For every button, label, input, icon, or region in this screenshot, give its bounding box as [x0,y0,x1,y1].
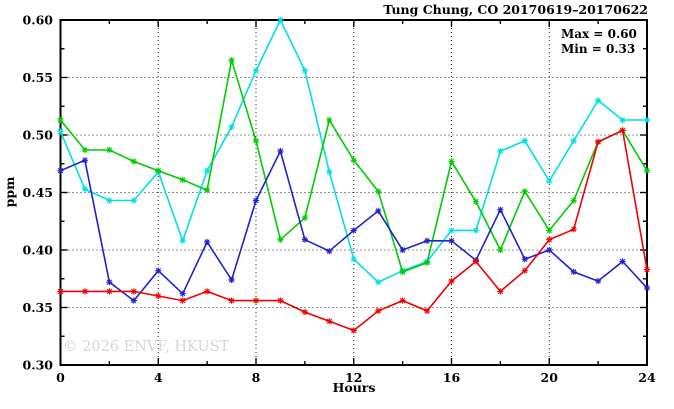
x-axis-label: Hours [333,380,376,395]
series-blue [57,148,651,304]
y-tick-labels: 0.30 0.35 0.40 0.45 0.50 0.55 0.60 [23,13,54,373]
data-series [57,16,651,334]
svg-text:0.30: 0.30 [23,358,54,373]
series-green [57,57,651,275]
svg-text:0.50: 0.50 [23,128,54,143]
series-red [57,127,651,334]
svg-text:0.55: 0.55 [23,70,53,85]
svg-text:0.40: 0.40 [23,243,54,258]
svg-text:16: 16 [443,370,461,385]
svg-text:0.45: 0.45 [23,185,53,200]
svg-text:12: 12 [345,370,362,385]
series-cyan [57,16,651,286]
chart-title: Tung Chung, CO 20170619–20170622 [383,2,648,17]
x-tick-labels: 0 4 8 12 16 20 24 [56,370,656,385]
min-stat: Min = 0.33 [561,42,635,56]
svg-text:0.60: 0.60 [23,13,54,28]
svg-text:4: 4 [154,370,163,385]
max-stat: Max = 0.60 [561,27,637,41]
y-axis-label: ppm [2,177,17,208]
svg-text:24: 24 [638,370,656,385]
svg-text:0: 0 [56,370,65,385]
svg-text:20: 20 [541,370,559,385]
svg-text:0.35: 0.35 [23,300,53,315]
svg-text:8: 8 [252,370,261,385]
watermark: © 2026 ENVF, HKUST [63,339,229,355]
gridlines [60,20,647,365]
